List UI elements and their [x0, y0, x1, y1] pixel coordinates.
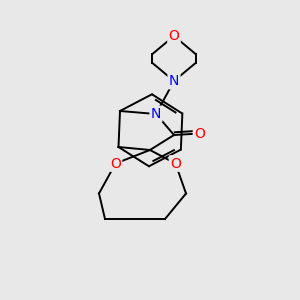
Text: O: O	[170, 157, 181, 170]
Text: O: O	[194, 127, 205, 140]
Text: O: O	[110, 157, 121, 170]
Text: N: N	[169, 74, 179, 88]
Text: O: O	[169, 29, 179, 43]
Text: N: N	[151, 107, 161, 121]
